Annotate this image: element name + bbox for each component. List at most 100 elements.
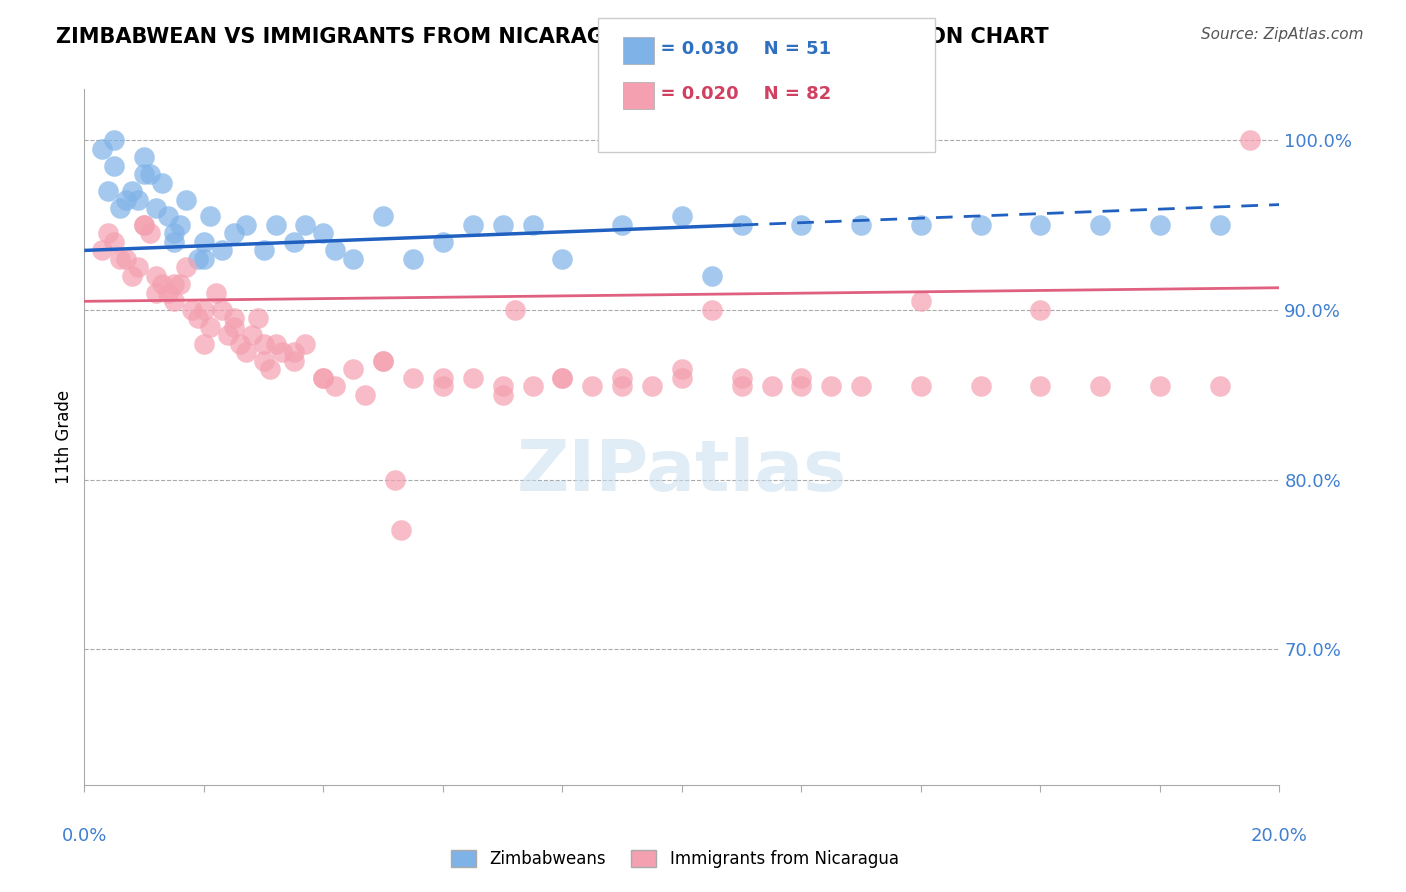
Point: [610, 370, 633, 384]
Point: [198, 319, 221, 334]
Point: [145, 268, 167, 283]
Point: [761, 379, 783, 393]
Point: [312, 370, 335, 384]
Point: [402, 370, 425, 384]
Point: [283, 235, 305, 249]
Point: [910, 294, 932, 309]
Point: [253, 244, 276, 258]
Point: [127, 193, 149, 207]
Point: [110, 201, 132, 215]
Point: [103, 133, 125, 147]
Point: [246, 311, 269, 326]
Point: [790, 218, 813, 232]
Point: [103, 159, 125, 173]
Point: [174, 260, 197, 275]
Point: [461, 370, 484, 384]
Text: 20.0%: 20.0%: [1251, 828, 1308, 846]
Point: [323, 379, 347, 393]
Text: 0.0%: 0.0%: [62, 828, 107, 846]
Text: ZIMBABWEAN VS IMMIGRANTS FROM NICARAGUA 11TH GRADE CORRELATION CHART: ZIMBABWEAN VS IMMIGRANTS FROM NICARAGUA …: [56, 27, 1049, 46]
Point: [169, 277, 191, 292]
Point: [551, 370, 574, 384]
Point: [492, 387, 515, 401]
Point: [110, 252, 132, 266]
Point: [187, 311, 209, 326]
Point: [371, 353, 394, 368]
Point: [671, 370, 693, 384]
Point: [253, 336, 276, 351]
Point: [1239, 133, 1261, 147]
Point: [731, 379, 754, 393]
Point: [222, 311, 245, 326]
Point: [551, 370, 574, 384]
Text: Source: ZipAtlas.com: Source: ZipAtlas.com: [1201, 27, 1364, 42]
Point: [790, 379, 813, 393]
Point: [259, 362, 281, 376]
Point: [581, 379, 603, 393]
Point: [121, 268, 143, 283]
Point: [217, 328, 239, 343]
Point: [389, 524, 412, 538]
Point: [157, 210, 180, 224]
Point: [294, 336, 316, 351]
Point: [157, 285, 180, 300]
Point: [132, 218, 156, 232]
Point: [264, 336, 287, 351]
Point: [132, 150, 156, 164]
Point: [731, 370, 754, 384]
Point: [91, 244, 114, 258]
Point: [970, 379, 993, 393]
Point: [492, 218, 515, 232]
Point: [222, 227, 245, 241]
Point: [163, 235, 186, 249]
Point: [139, 227, 162, 241]
Point: [461, 218, 484, 232]
Point: [132, 167, 156, 181]
Point: [731, 218, 754, 232]
Point: [354, 387, 377, 401]
Point: [384, 473, 406, 487]
Point: [610, 218, 633, 232]
Point: [270, 345, 292, 359]
Point: [790, 370, 813, 384]
Point: [432, 379, 454, 393]
Point: [283, 345, 305, 359]
Point: [163, 227, 186, 241]
Point: [402, 252, 425, 266]
Point: [1029, 218, 1052, 232]
Point: [180, 302, 204, 317]
Point: [1029, 302, 1052, 317]
Point: [150, 176, 173, 190]
Point: [700, 302, 723, 317]
Point: [849, 379, 872, 393]
Point: [132, 218, 156, 232]
Point: [193, 252, 215, 266]
Point: [97, 184, 120, 198]
Point: [253, 353, 276, 368]
Point: [492, 379, 515, 393]
Point: [228, 336, 252, 351]
Point: [169, 218, 191, 232]
Point: [97, 227, 120, 241]
Point: [121, 184, 143, 198]
Point: [145, 285, 167, 300]
Point: [235, 345, 257, 359]
Point: [700, 268, 723, 283]
Point: [139, 167, 162, 181]
Point: [163, 294, 186, 309]
Point: [371, 353, 394, 368]
Point: [115, 252, 138, 266]
Point: [1149, 218, 1171, 232]
Point: [1208, 218, 1232, 232]
Point: [522, 379, 544, 393]
Point: [671, 210, 693, 224]
Point: [174, 193, 197, 207]
Point: [91, 142, 114, 156]
Point: [283, 353, 305, 368]
Point: [103, 235, 125, 249]
Text: R = 0.030    N = 51: R = 0.030 N = 51: [628, 40, 831, 58]
Point: [205, 285, 228, 300]
Text: ZIPatlas: ZIPatlas: [517, 437, 846, 507]
Point: [198, 210, 221, 224]
Point: [211, 302, 233, 317]
